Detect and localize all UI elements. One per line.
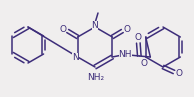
Text: O: O bbox=[140, 59, 147, 68]
Text: O: O bbox=[59, 26, 66, 35]
Text: N: N bbox=[92, 21, 98, 30]
Text: NH: NH bbox=[119, 49, 132, 58]
Text: O: O bbox=[135, 32, 142, 42]
Text: N: N bbox=[72, 52, 79, 61]
Text: O: O bbox=[176, 68, 183, 78]
Text: NH₂: NH₂ bbox=[87, 72, 105, 81]
Text: O: O bbox=[124, 26, 131, 35]
